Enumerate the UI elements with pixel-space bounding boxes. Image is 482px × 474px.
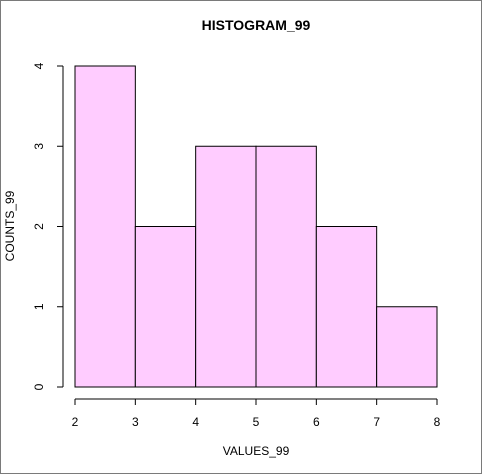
y-tick-label: 4	[32, 62, 46, 69]
x-axis-label: VALUES_99	[223, 444, 290, 458]
x-tick-label: 3	[132, 415, 139, 429]
x-axis: 2 3 4 5 6 7 8	[72, 398, 441, 429]
x-tick-label: 7	[373, 415, 380, 429]
x-tick-label: 8	[434, 415, 441, 429]
x-tick-label: 4	[192, 415, 199, 429]
histogram-bar-2	[134, 226, 197, 388]
x-tick-label: 2	[72, 415, 79, 429]
bars-group	[74, 65, 438, 388]
y-tick-label: 0	[32, 383, 46, 390]
histogram-bar-5	[315, 226, 378, 388]
y-tick-label: 1	[32, 303, 46, 310]
histogram-bar-1	[74, 65, 136, 388]
x-tick-label: 5	[253, 415, 260, 429]
y-axis: 0 1 2 3 4	[32, 62, 64, 390]
chart-title: HISTOGRAM_99	[202, 17, 311, 33]
histogram-bar-3	[195, 145, 257, 388]
y-tick-label: 2	[32, 223, 46, 230]
x-tick-label: 6	[313, 415, 320, 429]
y-axis-label: COUNTS_99	[3, 190, 17, 261]
y-tick-label: 3	[32, 143, 46, 150]
histogram-bar-4	[255, 145, 317, 388]
histogram-bar-6	[376, 306, 438, 388]
